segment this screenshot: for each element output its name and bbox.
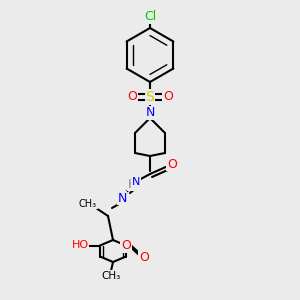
Text: N: N xyxy=(132,177,140,187)
Text: S: S xyxy=(146,90,154,104)
Text: CH₃: CH₃ xyxy=(101,271,121,281)
Text: HO: HO xyxy=(71,241,88,250)
Text: O: O xyxy=(163,91,173,103)
Text: O: O xyxy=(121,239,131,252)
Text: H: H xyxy=(127,178,137,190)
Text: Cl: Cl xyxy=(144,11,156,23)
Text: N: N xyxy=(117,191,127,205)
Text: O: O xyxy=(127,91,137,103)
Text: N: N xyxy=(145,106,155,119)
Text: O: O xyxy=(167,158,177,170)
Text: CH₃: CH₃ xyxy=(79,199,97,209)
Text: O: O xyxy=(139,251,149,264)
